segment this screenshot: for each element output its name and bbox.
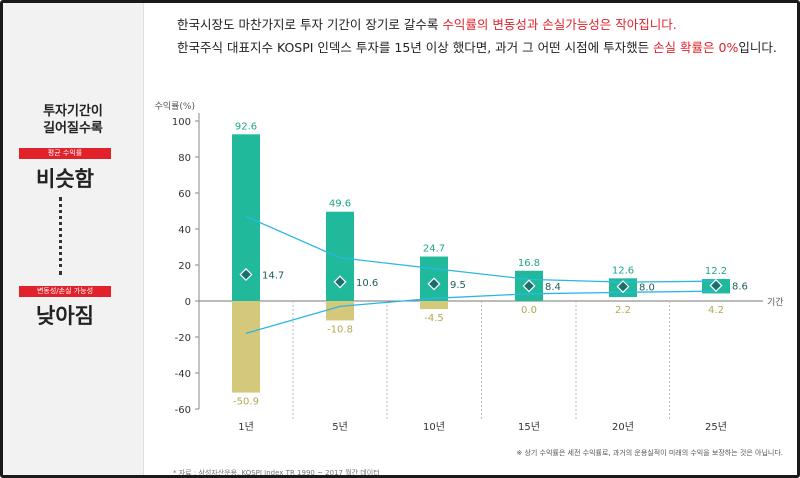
max-value-label: 49.6 xyxy=(329,199,351,210)
similar-label: 비슷함 xyxy=(36,167,94,191)
average-value-label: 10.6 xyxy=(356,278,378,289)
x-tick-label: 10년 xyxy=(423,421,445,433)
max-value-label: 16.8 xyxy=(518,258,540,269)
average-marker xyxy=(522,279,536,293)
header-line-2-text: 한국주식 대표지수 KOSPI 인덱스 투자를 15년 이상 했다면, 과거 그… xyxy=(177,40,654,55)
y-tick-label: -40 xyxy=(175,369,191,380)
average-return-badge: 평균 수익률 xyxy=(19,148,111,159)
min-return-bar xyxy=(326,301,354,321)
header-line-2-suffix: 입니다. xyxy=(738,40,777,55)
y-tick-label: 80 xyxy=(178,153,191,164)
min-value-label: -10.8 xyxy=(327,324,353,335)
min-value-label: 2.2 xyxy=(615,305,631,316)
source-note: * 자료 : 삼성자산운용, KOSPI Index TR 1990 ~ 201… xyxy=(173,469,380,477)
min-value-label: -50.9 xyxy=(233,397,259,408)
max-value-label: 24.7 xyxy=(423,244,445,255)
x-tick-label: 15년 xyxy=(518,421,540,433)
average-value-label: 9.5 xyxy=(450,280,466,291)
header-line-1-highlight: 수익률의 변동성과 손실가능성은 작아집니다. xyxy=(442,17,677,32)
min-value-label: -4.5 xyxy=(424,313,444,324)
dotted-connector xyxy=(59,197,66,275)
side-panel: 투자기간이 길어질수록 평균 수익률 비슷함 변동성/손실 가능성 낮아짐 xyxy=(3,3,144,475)
y-tick-label: 20 xyxy=(178,261,191,272)
header-line-2: 한국주식 대표지수 KOSPI 인덱스 투자를 15년 이상 했다면, 과거 그… xyxy=(177,36,797,59)
max-value-label: 12.2 xyxy=(705,266,727,277)
y-tick-label: 40 xyxy=(178,225,191,236)
average-value-label: 8.6 xyxy=(732,282,748,293)
x-tick-label: 5년 xyxy=(332,421,348,433)
average-marker xyxy=(616,280,630,294)
upper-trend-line xyxy=(245,215,717,283)
side-title-line1: 투자기간이 xyxy=(43,104,103,119)
footnote: ※ 상기 수익률은 세전 수익률로, 과거의 운용실적이 미래의 수익을 보장하… xyxy=(516,449,783,457)
average-marker xyxy=(239,268,253,282)
side-panel-title: 투자기간이 길어질수록 xyxy=(3,103,143,137)
header-line-2-highlight: 손실 확률은 0% xyxy=(653,40,739,55)
average-marker xyxy=(709,279,723,293)
average-value-label: 14.7 xyxy=(262,271,284,282)
min-return-bar xyxy=(232,301,260,393)
x-tick-label: 1년 xyxy=(238,421,254,433)
y-tick-label: -20 xyxy=(175,333,191,344)
header-text: 한국시장도 마찬가지로 투자 기간이 장기로 갈수록 수익률의 변동성과 손실가… xyxy=(177,13,797,59)
y-axis-label: 수익률(%) xyxy=(155,100,195,112)
header-line-1: 한국시장도 마찬가지로 투자 기간이 장기로 갈수록 수익률의 변동성과 손실가… xyxy=(177,13,797,36)
x-tick-label: 25년 xyxy=(705,421,727,433)
header-line-1-text: 한국시장도 마찬가지로 투자 기간이 장기로 갈수록 xyxy=(177,17,443,32)
y-tick-label: -60 xyxy=(175,405,191,416)
y-tick-label: 60 xyxy=(178,189,191,200)
side-title-line2: 길어질수록 xyxy=(43,121,103,136)
average-value-label: 8.0 xyxy=(639,283,655,294)
lower-trend-line xyxy=(245,290,717,335)
lower-label: 낮아짐 xyxy=(36,304,94,328)
return-range-chart: 수익률(%) 100 80 60 40 20 0 -20 -40 -60 기간 92.6 -50.9 1년… xyxy=(155,100,784,433)
volatility-badge: 변동성/손실 가능성 xyxy=(19,286,111,297)
y-tick-label: 100 xyxy=(172,117,191,128)
min-value-label: 0.0 xyxy=(521,305,537,316)
x-tick-label: 20년 xyxy=(612,421,634,433)
min-value-label: 4.2 xyxy=(708,305,724,316)
average-marker xyxy=(333,275,347,289)
y-tick-label: 0 xyxy=(185,297,191,308)
max-value-label: 12.6 xyxy=(612,265,634,276)
max-value-label: 92.6 xyxy=(235,121,257,132)
average-value-label: 8.4 xyxy=(545,282,561,293)
min-return-bar xyxy=(420,301,448,310)
x-axis-label: 기간 xyxy=(767,297,784,308)
average-marker xyxy=(427,277,441,291)
